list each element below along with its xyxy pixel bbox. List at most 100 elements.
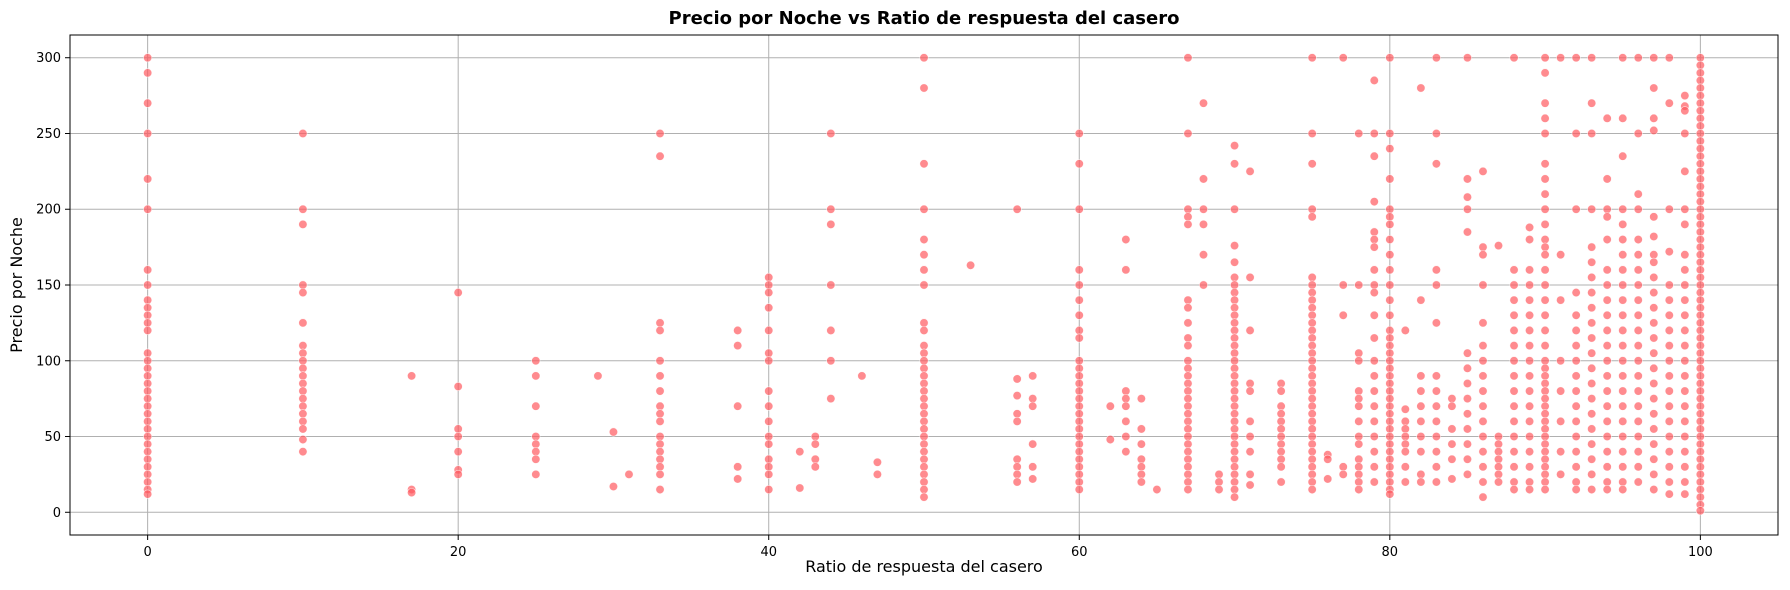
data-point [1664,310,1674,320]
data-point [1369,197,1379,207]
data-point [919,492,929,502]
data-point [1695,280,1705,290]
data-point [1307,53,1317,63]
data-point [1385,489,1395,499]
data-point [1400,416,1410,426]
data-point [1649,409,1659,419]
data-point [1462,378,1472,388]
data-point [1074,394,1084,404]
data-point [1540,250,1550,260]
data-point [1525,310,1535,320]
data-point [298,386,308,396]
data-point [1198,280,1208,290]
data-point [1214,469,1224,479]
data-point [1695,197,1705,207]
data-point [1416,295,1426,305]
data-point [857,371,867,381]
data-point [655,432,665,442]
data-point [143,424,153,434]
data-point [1556,416,1566,426]
data-point [298,288,308,298]
data-point [1695,159,1705,169]
data-point [1369,477,1379,487]
data-point [1525,485,1535,495]
data-point [1680,204,1690,214]
y-tick-label: 0 [53,506,61,521]
data-point [872,469,882,479]
y-axis-ticks: 0 50 100 150 200 250 300 [36,51,70,521]
data-point [1307,341,1317,351]
data-point [1633,53,1643,63]
y-tick-label: 100 [36,354,61,369]
data-point [1183,394,1193,404]
data-point [655,151,665,161]
data-point [764,432,774,442]
data-point [764,416,774,426]
data-point [593,371,603,381]
data-point [1136,394,1146,404]
data-point [1649,125,1659,135]
data-point [1680,489,1690,499]
data-point [1680,106,1690,116]
data-point [1540,98,1550,108]
data-point [1230,204,1240,214]
data-point [1540,310,1550,320]
data-point [1695,288,1705,298]
data-point [1602,356,1612,366]
data-point [1354,348,1364,358]
data-point [1074,378,1084,388]
data-point [1664,462,1674,472]
data-point [298,204,308,214]
data-point [1664,432,1674,442]
data-point [1183,485,1193,495]
data-point [1307,212,1317,222]
data-point [1649,303,1659,313]
data-point [1509,325,1519,335]
data-point [1012,204,1022,214]
data-point [298,128,308,138]
data-point [1633,341,1643,351]
data-point [1136,469,1146,479]
data-point [143,356,153,366]
data-point [1245,469,1255,479]
data-point [826,219,836,229]
data-point [1509,356,1519,366]
data-point [1012,409,1022,419]
data-point [1602,265,1612,275]
data-point [143,68,153,78]
data-point [1540,189,1550,199]
data-point [1431,386,1441,396]
data-point [1680,310,1690,320]
data-point [1012,374,1022,384]
data-point [1633,295,1643,305]
data-point [1633,325,1643,335]
data-point [1664,356,1674,366]
data-point [1571,401,1581,411]
data-point [1618,250,1628,260]
data-point [1633,189,1643,199]
data-point [1245,480,1255,490]
data-point [1183,295,1193,305]
data-point [1307,447,1317,457]
data-point [1385,348,1395,358]
data-point [1183,128,1193,138]
data-point [1695,310,1705,320]
data-point [298,394,308,404]
data-point [1307,128,1317,138]
data-point [143,469,153,479]
data-point [1431,280,1441,290]
data-point [1525,462,1535,472]
data-point [1074,409,1084,419]
data-point [1276,409,1286,419]
data-point [1074,371,1084,381]
data-point [1587,53,1597,63]
data-point [1478,492,1488,502]
data-point [1074,295,1084,305]
data-point [1695,439,1705,449]
data-point [1680,166,1690,176]
data-point [1649,83,1659,93]
data-point [1307,363,1317,373]
data-point [1369,310,1379,320]
data-point [1509,295,1519,305]
